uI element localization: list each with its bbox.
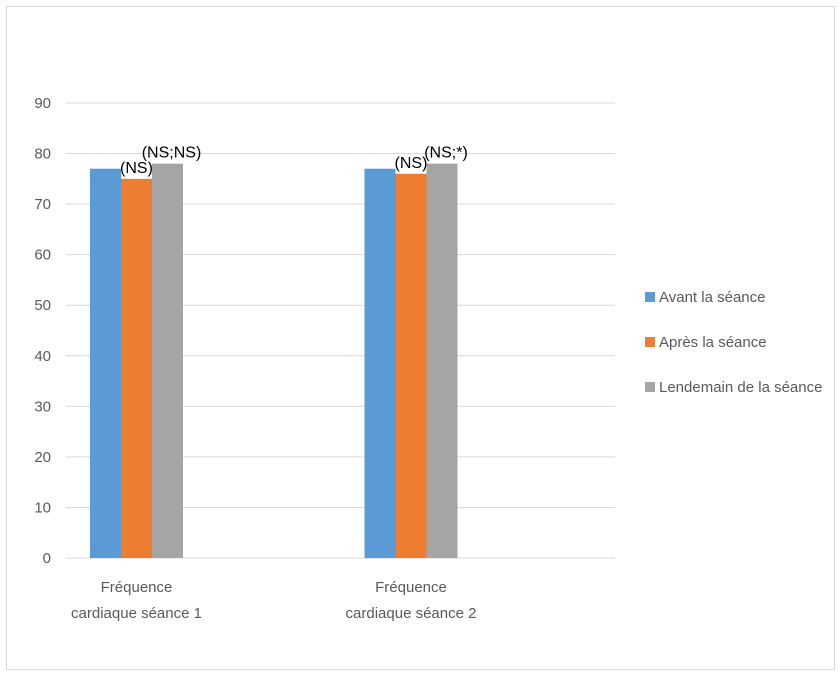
bar-3-category-2: [426, 163, 458, 558]
legend-swatch: [645, 337, 655, 347]
significance-label: (NS;NS): [142, 145, 202, 162]
y-tick-label: 50: [34, 297, 51, 314]
bar-2-category-2: [395, 173, 427, 558]
legend-label: Lendemain de la séance: [659, 379, 822, 396]
y-tick-label: 80: [34, 146, 51, 163]
x-category-label: cardiaque séance 2: [346, 605, 477, 622]
x-category-label: Fréquence: [375, 579, 447, 596]
bar-1-category-1: [90, 168, 121, 558]
y-tick-label: 10: [34, 499, 51, 516]
x-category-label: cardiaque séance 1: [71, 605, 202, 622]
y-tick-label: 20: [34, 449, 51, 466]
x-category-label: Fréquence: [101, 579, 173, 596]
bar-2-category-1: [121, 178, 152, 559]
y-tick-label: 40: [34, 348, 51, 365]
y-tick-label: 30: [34, 398, 51, 415]
y-tick-label: 0: [43, 550, 51, 567]
legend-swatch: [645, 292, 655, 302]
y-tick-label: 70: [34, 196, 51, 213]
significance-label: (NS;*): [424, 145, 468, 162]
bar-3-category-1: [152, 163, 183, 558]
y-tick-label: 90: [34, 95, 51, 112]
bar-1-category-2: [364, 168, 396, 558]
significance-label: (NS): [395, 155, 428, 172]
legend-swatch: [645, 382, 655, 392]
legend-label: Après la séance: [659, 334, 767, 351]
significance-label: (NS): [120, 160, 153, 177]
y-tick-label: 60: [34, 247, 51, 264]
legend-label: Avant la séance: [659, 289, 765, 306]
